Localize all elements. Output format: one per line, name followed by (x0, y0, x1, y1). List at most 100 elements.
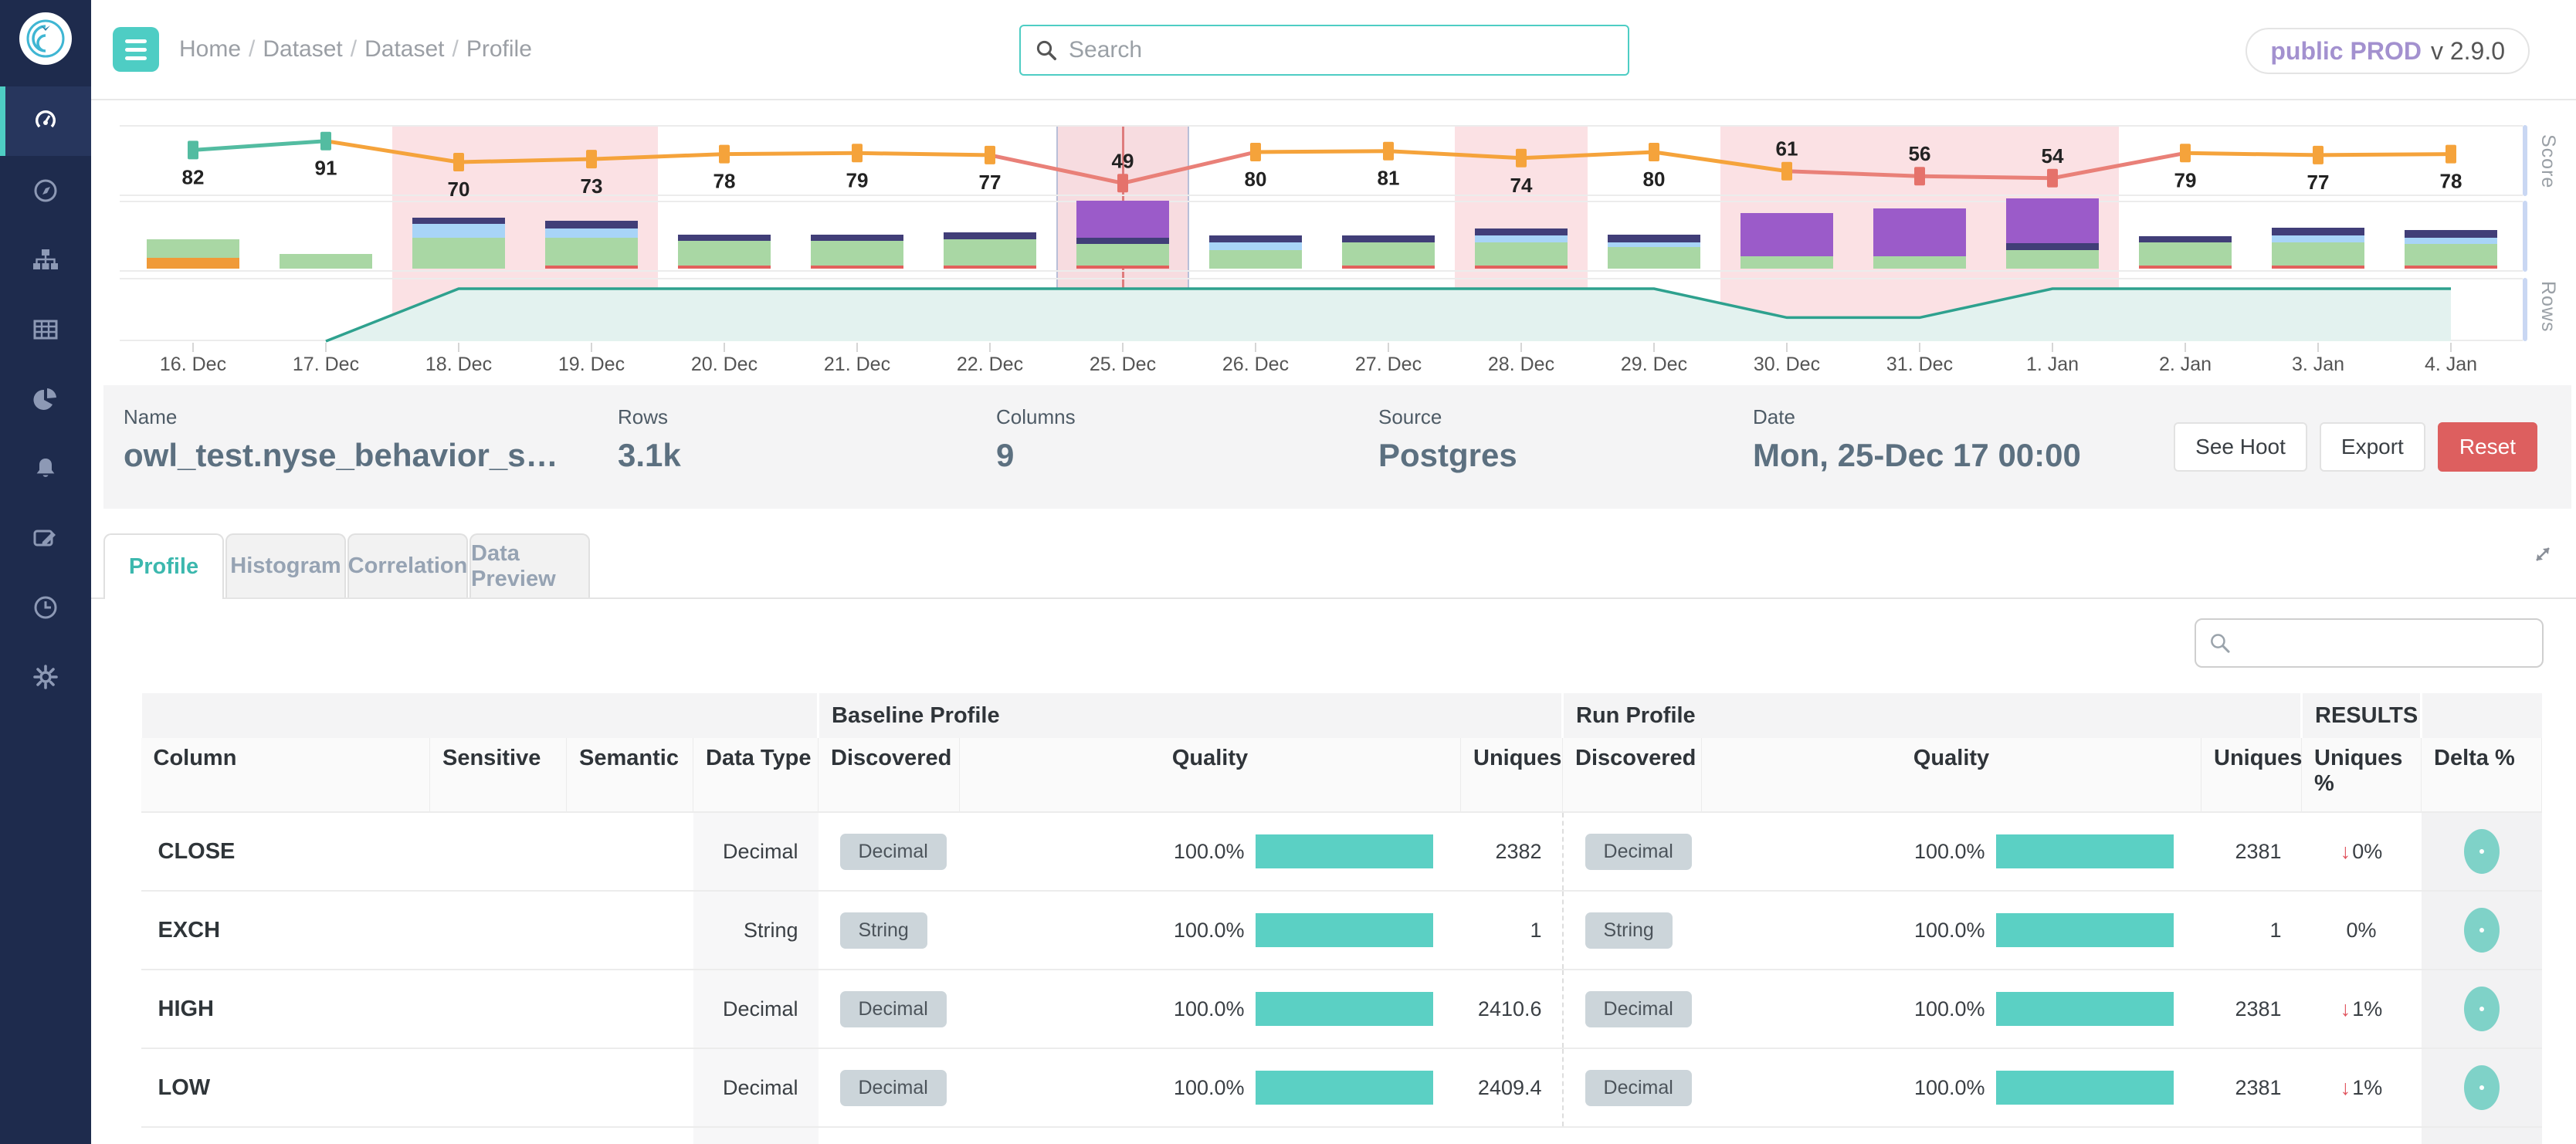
table-row-partial[interactable] (141, 1126, 2542, 1144)
score-point[interactable] (2446, 144, 2456, 164)
findings-bar[interactable] (1209, 235, 1302, 269)
table-row[interactable]: HIGH Decimal Decimal 100.0% 2410.6 Decimal 100… (141, 969, 2542, 1048)
score-point[interactable] (2313, 145, 2323, 164)
sidebar-item-rules[interactable] (0, 503, 91, 573)
menu-button[interactable] (113, 27, 159, 72)
sidebar-item-admin[interactable] (0, 642, 91, 712)
score-chart-panel[interactable]: 82 91 70 73 78 79 77 49 80 81 74 80 61 56 54 79 77 78 (120, 125, 2523, 201)
column-header-column[interactable]: Column (141, 738, 430, 812)
delta-indicator[interactable] (2463, 908, 2500, 953)
score-point[interactable] (320, 131, 331, 151)
findings-bar[interactable] (2139, 236, 2232, 269)
findings-bar[interactable] (412, 218, 505, 269)
table-row[interactable]: LOW Decimal Decimal 100.0% 2409.4 Decimal 100.… (141, 1048, 2542, 1127)
score-point[interactable] (2180, 144, 2191, 163)
see-hoot-button[interactable]: See Hoot (2174, 422, 2307, 472)
bar-segment (2405, 244, 2497, 266)
score-point[interactable] (1781, 161, 1792, 181)
findings-bar[interactable] (280, 254, 372, 269)
bar-segment (1342, 266, 1435, 269)
findings-bar[interactable] (2272, 228, 2364, 269)
score-point[interactable] (1117, 174, 1128, 193)
findings-bar[interactable] (1740, 213, 1833, 269)
bars-scrollbar[interactable] (2523, 201, 2527, 272)
findings-bar-panel[interactable] (120, 198, 2523, 272)
expand-icon[interactable] (2531, 543, 2554, 570)
findings-bar[interactable] (1342, 235, 1435, 269)
axis-tick (1122, 343, 1124, 352)
score-point[interactable] (985, 145, 995, 164)
column-header-uniques[interactable]: Uniques (1460, 738, 1564, 812)
quality-pct: 100.0% (1913, 997, 1985, 1020)
score-point[interactable] (1516, 148, 1527, 168)
findings-bar[interactable] (1873, 208, 1966, 269)
rows-scrollbar[interactable] (2523, 278, 2527, 341)
sidebar-item-explore[interactable] (0, 156, 91, 225)
cell-partial (429, 1126, 567, 1144)
score-point[interactable] (1250, 143, 1261, 161)
score-scrollbar[interactable] (2523, 125, 2527, 196)
column-header-delta[interactable]: Delta % (2421, 738, 2543, 812)
breadcrumb-dataset[interactable]: Dataset (364, 36, 445, 62)
delta-indicator[interactable] (2463, 987, 2500, 1031)
findings-bar[interactable] (944, 232, 1036, 269)
column-header-uniques[interactable]: Uniques (2201, 738, 2302, 812)
cell-column-name: HIGH (141, 969, 430, 1048)
delta-indicator[interactable] (2463, 829, 2500, 874)
findings-bar[interactable] (1076, 201, 1169, 269)
score-point[interactable] (852, 144, 863, 163)
score-point[interactable] (586, 150, 597, 169)
column-header-quality[interactable]: Quality (1701, 738, 2202, 812)
rows-area-panel[interactable] (120, 278, 2523, 343)
breadcrumb-home[interactable]: Home (179, 36, 242, 62)
column-header-data-type[interactable]: Data Type (693, 738, 819, 812)
sidebar-item-alerts[interactable] (0, 434, 91, 503)
tab-correlation[interactable]: Correlation (347, 533, 468, 597)
axis-date-label: 26. Dec (1222, 354, 1290, 375)
score-point[interactable] (1649, 143, 1659, 161)
column-header-discovered[interactable]: Discovered (1562, 738, 1703, 812)
findings-bar[interactable] (1475, 228, 1568, 269)
findings-bar[interactable] (147, 239, 239, 269)
axis-tick (2317, 343, 2319, 352)
search-input[interactable] (1069, 37, 1628, 63)
findings-bar[interactable] (678, 235, 771, 269)
reset-button[interactable]: Reset (2437, 422, 2537, 472)
breadcrumb-dataset[interactable]: Dataset (263, 36, 343, 62)
score-point[interactable] (1914, 167, 1925, 186)
column-header-uniques[interactable]: Uniques % (2301, 738, 2422, 812)
score-point[interactable] (719, 144, 730, 164)
findings-bar[interactable] (2006, 198, 2099, 269)
table-row[interactable]: CLOSE Decimal Decimal 100.0% 2382 Decimal 100.… (141, 811, 2542, 891)
axis-date-label: 16. Dec (159, 354, 227, 375)
bar-segment (1076, 238, 1169, 244)
bar-segment (2272, 266, 2364, 269)
column-header-discovered[interactable]: Discovered (818, 738, 960, 812)
sidebar-item-reports[interactable] (0, 364, 91, 434)
score-point[interactable] (2047, 168, 2058, 188)
score-point[interactable] (188, 140, 198, 160)
table-row[interactable]: EXCH String String 100.0% 1 String 100.0% 1 0% (141, 890, 2542, 970)
findings-bar[interactable] (545, 221, 638, 269)
column-header-sensitive[interactable]: Sensitive (429, 738, 567, 812)
findings-bar[interactable] (2405, 230, 2497, 269)
cell-baseline-uniques: 1 (1460, 890, 1563, 970)
score-point[interactable] (453, 153, 464, 171)
sidebar-item-catalog[interactable] (0, 225, 91, 295)
delta-indicator[interactable] (2463, 1065, 2500, 1110)
table-search-input[interactable] (2239, 631, 2542, 655)
export-button[interactable]: Export (2319, 422, 2425, 472)
tab-histogram[interactable]: Histogram (225, 533, 346, 597)
info-value: 9 (996, 437, 1015, 473)
findings-bar[interactable] (1608, 235, 1700, 269)
sidebar-item-dashboard[interactable] (0, 86, 91, 156)
tab-data-preview[interactable]: Data Preview (469, 533, 590, 597)
tab-profile[interactable]: Profile (103, 533, 224, 599)
sidebar-item-jobs[interactable] (0, 573, 91, 642)
column-header-semantic[interactable]: Semantic (566, 738, 693, 812)
findings-bar[interactable] (811, 235, 903, 269)
breadcrumb-profile[interactable]: Profile (466, 36, 532, 62)
score-point[interactable] (1383, 141, 1394, 161)
sidebar-item-datasets[interactable] (0, 295, 91, 364)
column-header-quality[interactable]: Quality (959, 738, 1461, 812)
